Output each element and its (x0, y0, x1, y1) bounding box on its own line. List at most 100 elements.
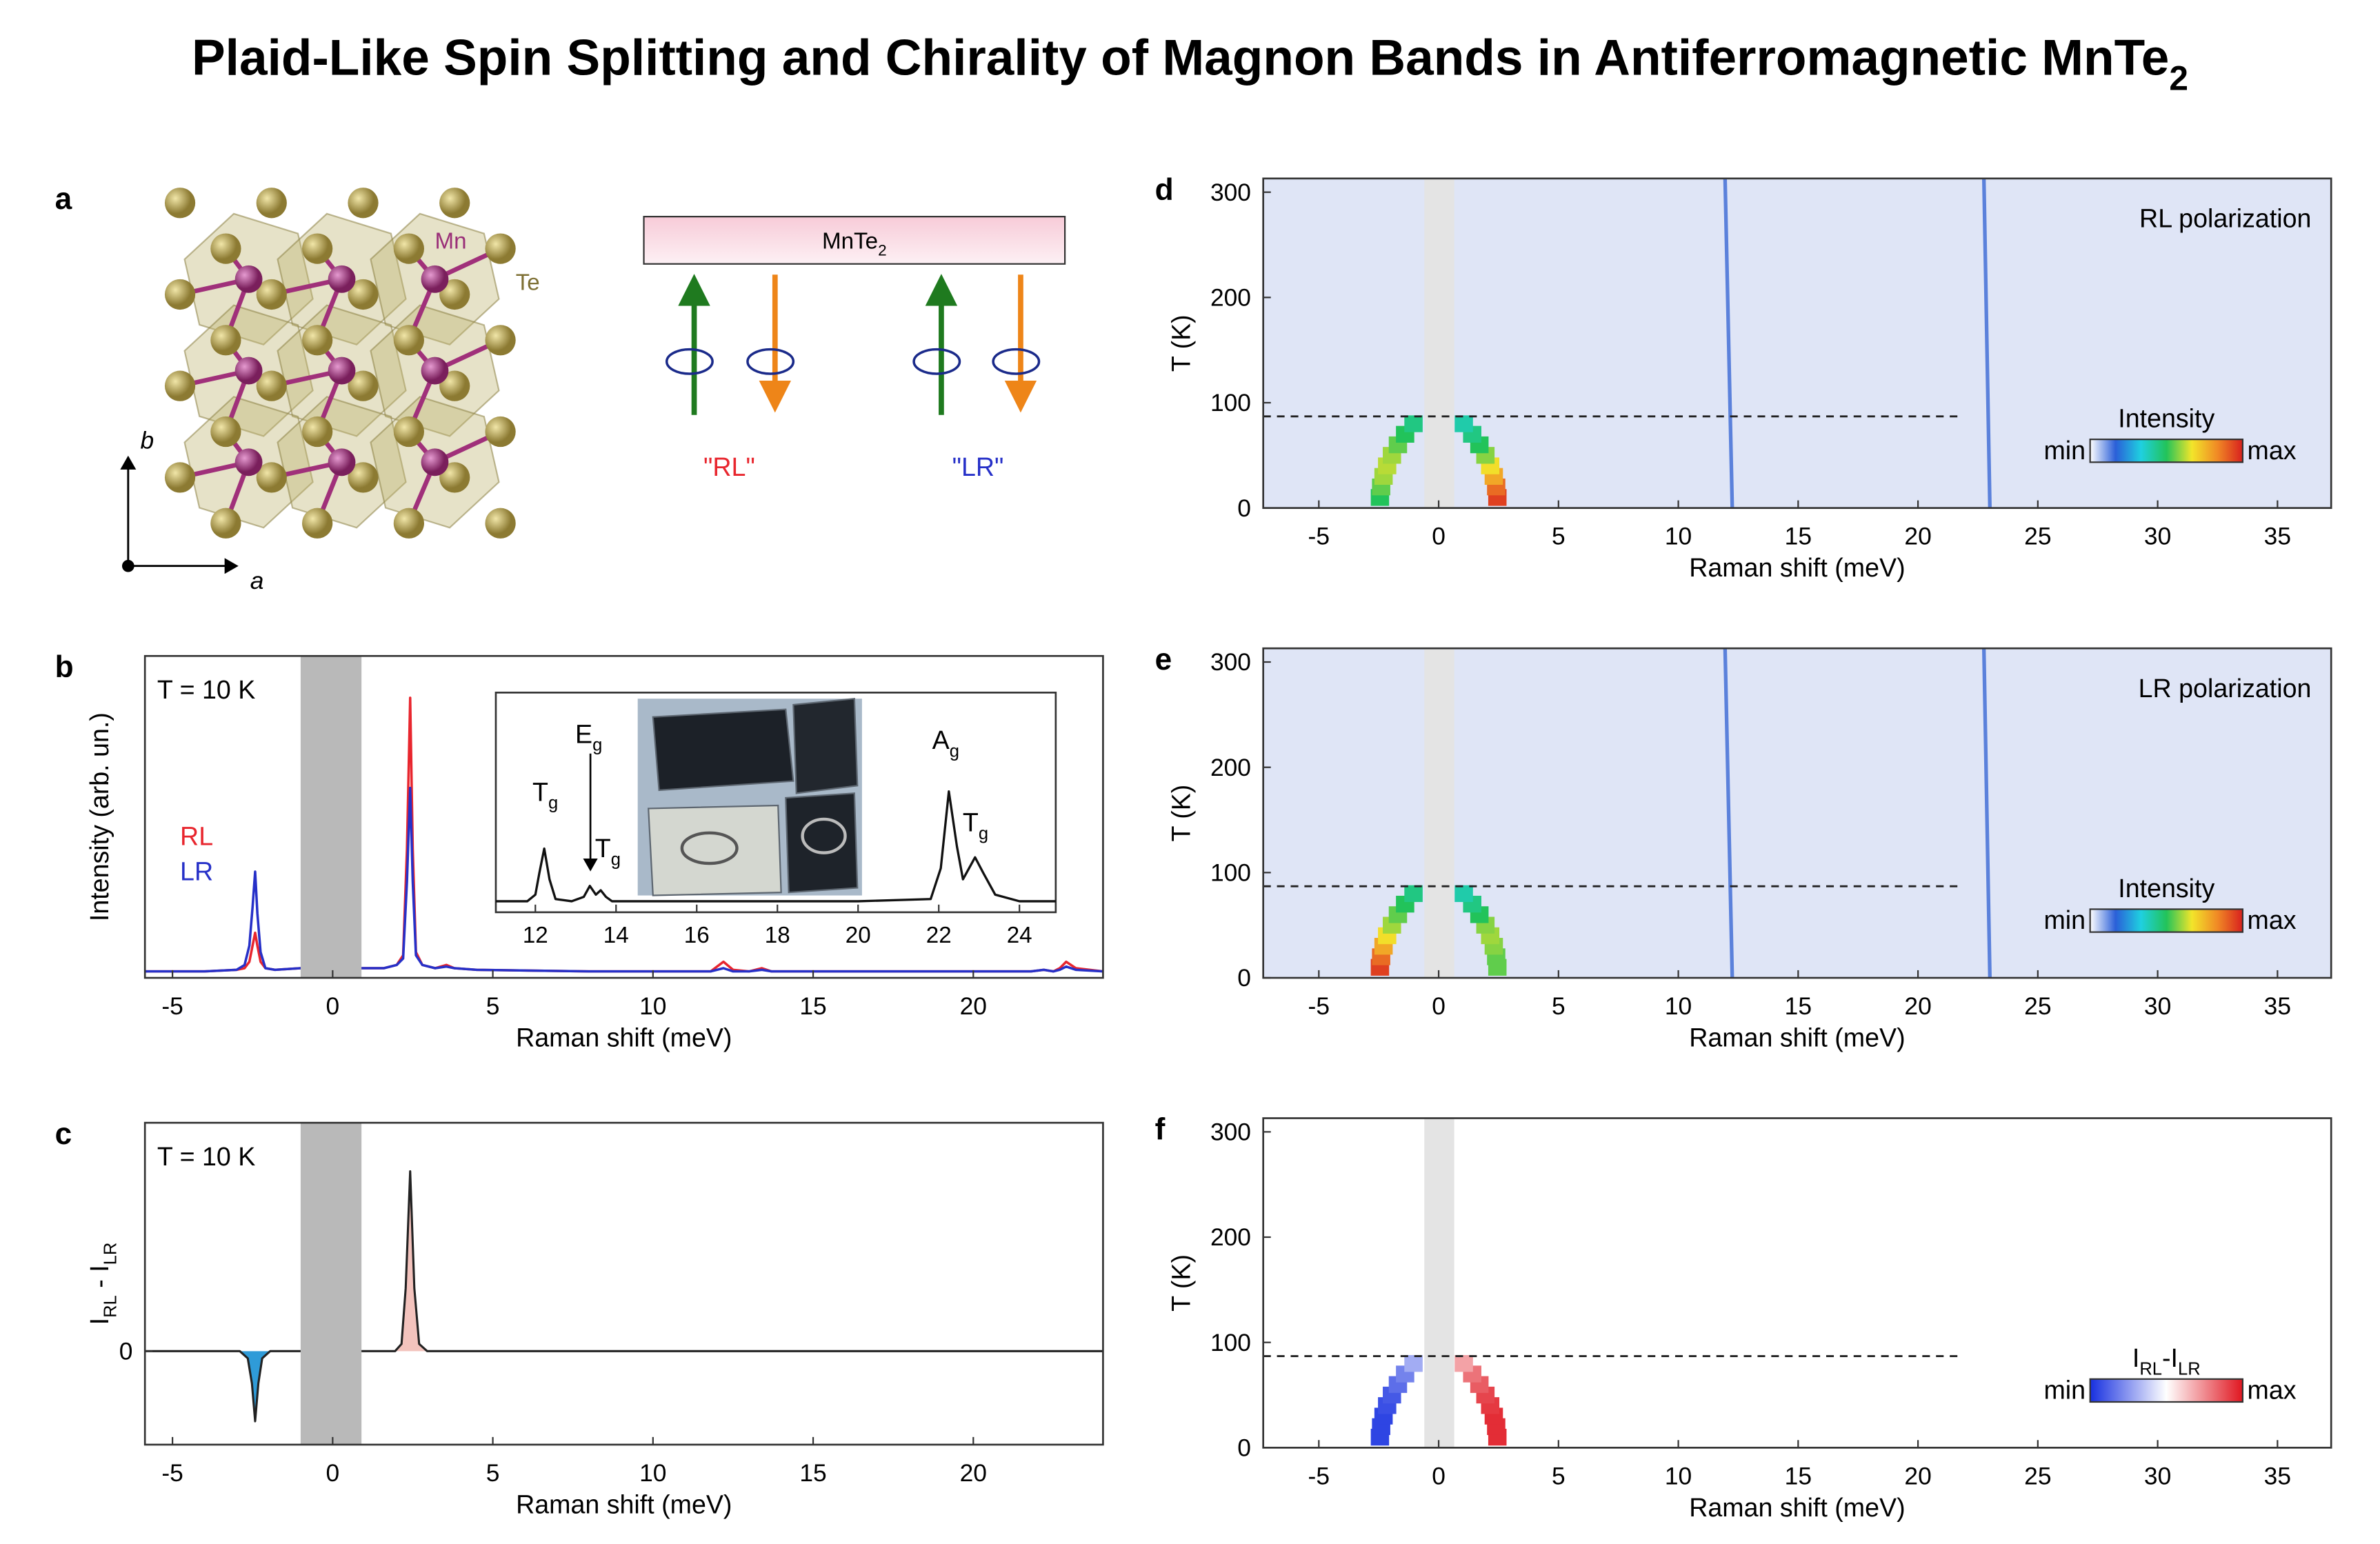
te-atom (439, 462, 470, 493)
y-axis-label: T (K) (1167, 1254, 1196, 1312)
x-tick-label: 0 (1432, 993, 1446, 1020)
colorbar-max: max (2248, 905, 2297, 934)
x-tick-label: 5 (1552, 523, 1566, 550)
difference-fill (394, 1171, 428, 1352)
axis-origin (121, 559, 134, 572)
x-tick-label: 5 (486, 1460, 500, 1487)
x-tick-label: 30 (2144, 1463, 2171, 1490)
mn-atom (421, 357, 449, 385)
crystal-photo (648, 804, 782, 896)
crystal-photo (652, 708, 794, 792)
colorbar-title-part: I (2132, 1343, 2139, 1372)
phonon-line (1723, 178, 1734, 508)
x-tick-label: 10 (639, 993, 666, 1020)
magnon-cell (1404, 885, 1423, 903)
sample-box (643, 216, 1066, 265)
te-atom (348, 188, 379, 219)
axis-a-label: a (250, 568, 264, 594)
y-tick-label: 200 (1210, 754, 1251, 781)
te-atom (210, 233, 241, 264)
x-tick-label: 15 (1785, 1463, 1812, 1490)
peak-label-sub: g (950, 741, 959, 761)
x-tick-label: 24 (1007, 923, 1032, 948)
polarization-circle (665, 348, 714, 375)
excluded-band (300, 1123, 362, 1445)
sample-label-part: MnTe (822, 229, 878, 254)
te-atom (256, 462, 287, 493)
y-axis-label-part: I (85, 1318, 114, 1325)
te-atom (485, 416, 516, 448)
crystal-photo (785, 792, 859, 894)
te-atom (164, 279, 196, 310)
polarization-label: LR polarization (2139, 674, 2312, 703)
x-axis-label: Raman shift (meV) (516, 1023, 732, 1052)
te-atom (164, 462, 196, 493)
te-atom (256, 188, 287, 219)
mn-atom (234, 357, 263, 385)
sample-label: MnTe2 (822, 229, 887, 259)
x-tick-label: 15 (1785, 523, 1812, 550)
te-atom (439, 370, 470, 401)
x-tick-label: 15 (799, 1460, 826, 1487)
figure-title: Plaid-Like Spin Splitting and Chirality … (192, 30, 2188, 97)
mn-atom (234, 448, 263, 477)
x-tick-label: 35 (2264, 993, 2291, 1020)
colorbar-title: IRL-ILR (2132, 1343, 2201, 1378)
x-tick-label: 10 (639, 1460, 666, 1487)
peak-label-sub: g (611, 850, 621, 870)
mn-atom (421, 448, 449, 477)
panel-label: f (1155, 1112, 1166, 1146)
colorbar-title-part: Intensity (2118, 403, 2214, 432)
x-tick-label: 30 (2144, 993, 2171, 1020)
te-atom (210, 325, 241, 356)
mn-label: Mn (434, 229, 466, 254)
colorbar-title: Intensity (2118, 874, 2214, 903)
x-tick-label: 15 (1785, 993, 1812, 1020)
panel-label: c (55, 1117, 72, 1151)
colorbar-max: max (2248, 1376, 2297, 1405)
polarization-label: RL polarization (2139, 204, 2311, 233)
peak-label-part: A (932, 725, 950, 754)
polarization-circle (912, 348, 961, 375)
y-axis-label: T (K) (1167, 785, 1196, 842)
y-tick-label: 200 (1210, 1224, 1251, 1251)
y-tick-label: 0 (1237, 1435, 1251, 1462)
x-tick-label: 25 (2024, 1463, 2051, 1490)
x-axis-label: Raman shift (meV) (1689, 1023, 1905, 1052)
te-atom (393, 508, 424, 539)
difference-line (145, 1170, 1103, 1423)
figure-title-sub: 2 (2169, 59, 2188, 97)
x-tick-label: 15 (799, 993, 826, 1020)
te-atom (164, 188, 196, 219)
te-atom (302, 416, 333, 448)
x-tick-label: -5 (1308, 1463, 1330, 1490)
x-tick-label: 0 (326, 1460, 340, 1487)
te-atom (164, 370, 196, 401)
colorbar-title-part: Intensity (2118, 874, 2214, 903)
peak-label-part: E (575, 719, 592, 748)
te-atom (302, 508, 333, 539)
phonon-line (1981, 178, 1992, 508)
x-tick-label: 25 (2024, 993, 2051, 1020)
x-tick-label: 20 (1904, 523, 1931, 550)
photo-detail (680, 831, 739, 865)
x-tick-label: 35 (2264, 1463, 2291, 1490)
colorbar-min: min (2043, 905, 2086, 934)
excluded-band (1424, 178, 1454, 508)
legend-entry: LR (180, 856, 213, 885)
excluded-band (1424, 648, 1454, 978)
peak-label-sub: g (592, 736, 602, 755)
x-tick-label: 0 (1432, 1463, 1446, 1490)
colorbar (2089, 1378, 2244, 1403)
x-tick-label: 5 (1552, 1463, 1566, 1490)
y-axis-label: T (K) (1167, 314, 1196, 372)
x-tick-label: 20 (960, 993, 987, 1020)
colorbar-title: Intensity (2118, 403, 2214, 432)
plot-frame (1262, 647, 2332, 979)
colorbar (2089, 438, 2244, 463)
plot-frame (143, 1121, 1104, 1446)
peak-label: Eg (575, 719, 602, 754)
lr-label: "LR" (952, 452, 1004, 481)
x-tick-label: 20 (960, 1460, 987, 1487)
